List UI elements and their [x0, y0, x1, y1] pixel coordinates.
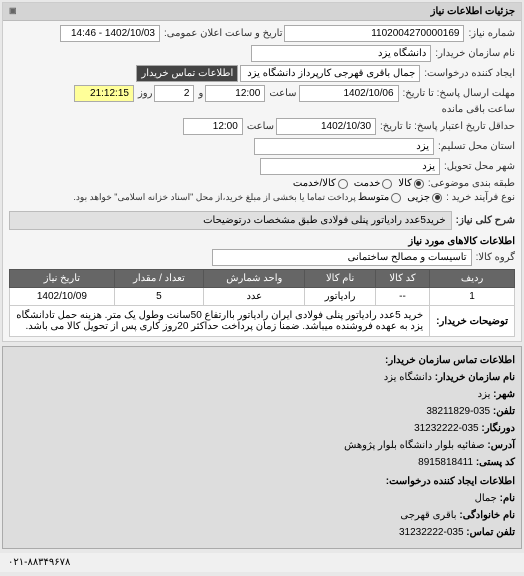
lname-label: نام خانوادگی: [459, 510, 515, 521]
phone-label: تلفن: [493, 406, 515, 417]
process-label: نوع فرآیند خرید : [446, 192, 515, 203]
goods-title: اطلاعات کالاهای مورد نیاز [9, 236, 515, 247]
panel-title-text: جزئیات اطلاعات نیاز [431, 6, 515, 17]
request-no-field: 1102004270000169 [284, 25, 464, 42]
cell-unit: عدد [204, 288, 305, 306]
note-cell: خرید 5عدد رادیاتور پنلی فولادی ایران راد… [10, 306, 430, 337]
desc-value: خرید5عدد رادیاتور پنلی فولادی طبق مشخصات… [9, 211, 452, 230]
remain-label: ساعت باقی مانده [442, 104, 515, 115]
panel-title: جزئیات اطلاعات نیاز ▣ [3, 3, 521, 21]
delivery-city-label: شهر محل تحویل: [444, 161, 515, 172]
footer-phone: ۰۲۱-۸۸۳۴۹۶۷۸ [0, 553, 524, 572]
request-loc-field: یزد [254, 138, 434, 155]
deadline-time-field: 12:00 [205, 85, 265, 102]
col-name: نام کالا [305, 270, 375, 288]
org-value: دانشگاه یزد [384, 372, 432, 383]
valid-label: حداقل تاریخ اعتبار پاسخ: تا تاریخ: [380, 121, 515, 132]
type-label: طبقه بندی موضوعی: [428, 178, 515, 189]
lname-value: باقری قهرجی [400, 510, 456, 521]
col-date: تاریخ نیاز [10, 270, 115, 288]
col-qty: تعداد / مقدار [114, 270, 203, 288]
valid-time-field: 12:00 [183, 118, 243, 135]
desc-label: شرح کلی نیاز: [456, 215, 515, 226]
creator-title: اطلاعات ایجاد کننده درخواست: [9, 474, 515, 490]
radio-off-icon [338, 179, 348, 189]
post-label: کد پستی: [476, 457, 515, 468]
contact-title: اطلاعات تماس سازمان خریدار: [9, 353, 515, 369]
cell-qty: 5 [114, 288, 203, 306]
table-row: 1 -- رادیاتور عدد 5 1402/10/09 [10, 288, 515, 306]
table-note-row: توضیحات خریدار: خرید 5عدد رادیاتور پنلی … [10, 306, 515, 337]
org-label: نام سازمان خریدار: [435, 372, 515, 383]
process-radio-motavaset[interactable]: متوسط [358, 192, 401, 203]
addr-label: آدرس: [487, 440, 515, 451]
name-value: جمال [475, 493, 497, 504]
buyer-label: نام سازمان خریدار: [435, 48, 515, 59]
days-field: 2 [154, 85, 194, 102]
cell-date: 1402/10/09 [10, 288, 115, 306]
process-note: پرداخت تماما یا بخشی از مبلغ خرید،از محل… [73, 192, 355, 203]
buyer-contact-button[interactable]: اطلاعات تماس خریدار [136, 65, 238, 82]
contact-box: اطلاعات تماس سازمان خریدار: نام سازمان خ… [2, 346, 522, 549]
process-radio-group: جزیی متوسط [358, 192, 442, 203]
time-label-1: ساعت [269, 88, 296, 99]
type-radio-kala[interactable]: کالا [398, 178, 424, 189]
day-word: روز [138, 88, 153, 99]
valid-date-field: 1402/10/30 [276, 118, 376, 135]
group-label: گروه کالا: [476, 252, 515, 263]
group-field: تاسیسات و مصالح ساختمانی [212, 249, 472, 266]
city-label: شهر: [493, 389, 515, 400]
days-prefix: و [198, 88, 203, 99]
note-label-cell: توضیحات خریدار: [430, 306, 515, 337]
buyer-field: دانشگاه یزد [251, 45, 431, 62]
radio-off-icon [382, 179, 392, 189]
radio-on-icon [432, 193, 442, 203]
name-label: نام: [500, 493, 515, 504]
fax-value: 035-31232222 [414, 423, 479, 434]
city-value: یزد [478, 389, 491, 400]
creator-field: جمال باقری قهرجی کارپرداز دانشگاه یزد [240, 65, 420, 82]
cphone-label: تلفن تماس: [466, 527, 515, 538]
time-label-2: ساعت [247, 121, 274, 132]
deadline-label: مهلت ارسال پاسخ: تا تاریخ: [403, 88, 515, 99]
post-value: 8915818411 [418, 457, 473, 468]
cell-idx: 1 [430, 288, 515, 306]
announce-field: 1402/10/03 - 14:46 [60, 25, 160, 42]
fax-label: دورنگار: [481, 423, 515, 434]
creator-label: ایجاد کننده درخواست: [424, 68, 515, 79]
addr-value: صفائیه بلوار دانشگاه بلوار پژوهش [344, 440, 485, 451]
delivery-city-field: یزد [260, 158, 440, 175]
request-loc-label: استان محل تسلیم: [438, 141, 515, 152]
process-radio-jozi[interactable]: جزیی [407, 192, 442, 203]
cell-code: -- [375, 288, 429, 306]
type-radio-group: کالا خدمت کالا/خدمت [293, 178, 424, 189]
cell-name: رادیاتور [305, 288, 375, 306]
col-code: کد کالا [375, 270, 429, 288]
cphone-value: 035-31232222 [399, 527, 464, 538]
phone-value: 035-38211829 [426, 406, 490, 417]
request-no-label: شماره نیاز: [468, 28, 515, 39]
goods-table: ردیف کد کالا نام کالا واحد شمارش تعداد /… [9, 269, 515, 337]
type-radio-khedmat[interactable]: خدمت [354, 178, 393, 189]
type-radio-both[interactable]: کالا/خدمت [293, 178, 348, 189]
collapse-icon[interactable]: ▣ [9, 6, 17, 15]
announce-label: تاریخ و ساعت اعلان عمومی: [164, 28, 283, 39]
deadline-date-field: 1402/10/06 [299, 85, 399, 102]
col-unit: واحد شمارش [204, 270, 305, 288]
col-idx: ردیف [430, 270, 515, 288]
radio-off-icon [391, 193, 401, 203]
table-header-row: ردیف کد کالا نام کالا واحد شمارش تعداد /… [10, 270, 515, 288]
remain-time-field: 21:12:15 [74, 85, 134, 102]
radio-on-icon [414, 179, 424, 189]
